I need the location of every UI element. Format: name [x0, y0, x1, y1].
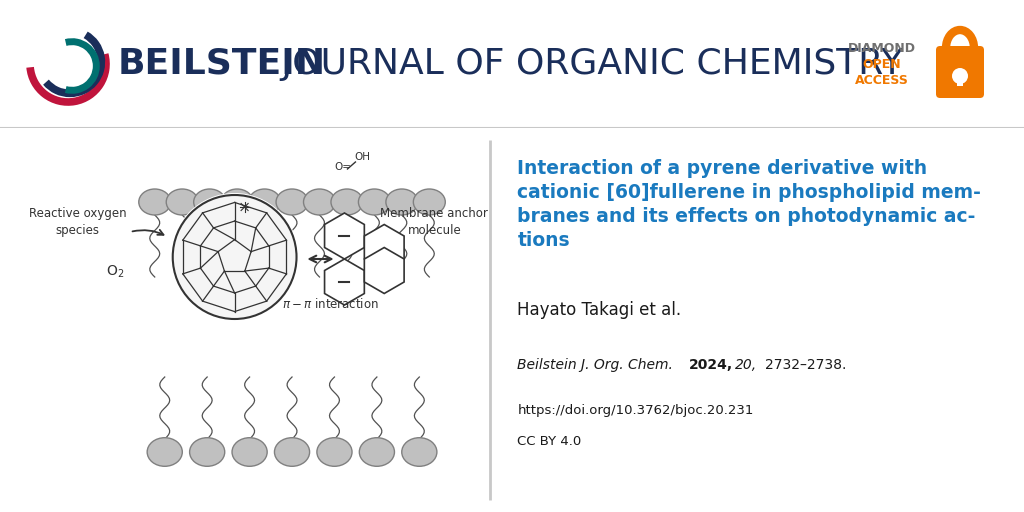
Polygon shape	[365, 247, 404, 293]
Text: 20,: 20,	[735, 358, 758, 372]
Text: 2732–2738.: 2732–2738.	[765, 358, 847, 372]
Ellipse shape	[147, 438, 182, 466]
Circle shape	[171, 193, 299, 321]
Polygon shape	[325, 259, 365, 305]
Text: Beilstein J. Org. Chem.: Beilstein J. Org. Chem.	[517, 358, 673, 372]
Text: CC BY 4.0: CC BY 4.0	[517, 435, 582, 448]
Ellipse shape	[139, 189, 171, 215]
Ellipse shape	[232, 438, 267, 466]
FancyBboxPatch shape	[936, 46, 984, 98]
Polygon shape	[325, 213, 365, 259]
Ellipse shape	[221, 189, 253, 215]
Ellipse shape	[401, 438, 437, 466]
Ellipse shape	[414, 189, 445, 215]
Ellipse shape	[166, 189, 199, 215]
Circle shape	[952, 68, 968, 84]
Ellipse shape	[386, 189, 418, 215]
Text: O$_2$: O$_2$	[105, 264, 124, 280]
Ellipse shape	[189, 438, 224, 466]
Circle shape	[173, 195, 297, 319]
Text: O=: O=	[335, 162, 351, 172]
Text: https://doi.org/10.3762/bjoc.20.231: https://doi.org/10.3762/bjoc.20.231	[517, 404, 754, 417]
Ellipse shape	[359, 438, 394, 466]
Text: Interaction of a pyrene derivative with
cationic [60]fullerene in phospholipid m: Interaction of a pyrene derivative with …	[517, 159, 981, 250]
Text: ACCESS: ACCESS	[855, 74, 909, 87]
Polygon shape	[365, 224, 404, 270]
Ellipse shape	[316, 438, 352, 466]
Text: $\pi-\pi$ interaction: $\pi-\pi$ interaction	[282, 297, 379, 311]
Bar	[957, 76, 963, 86]
Ellipse shape	[249, 189, 281, 215]
Ellipse shape	[303, 189, 336, 215]
Text: BEILSTEIN: BEILSTEIN	[118, 47, 326, 81]
Text: Hayato Takagi et al.: Hayato Takagi et al.	[517, 301, 682, 319]
Ellipse shape	[276, 189, 308, 215]
Text: 2024,: 2024,	[689, 358, 733, 372]
Text: DIAMOND: DIAMOND	[848, 41, 916, 54]
Text: OPEN: OPEN	[862, 57, 901, 71]
Ellipse shape	[358, 189, 390, 215]
Ellipse shape	[194, 189, 225, 215]
Text: OH: OH	[354, 152, 371, 162]
Text: Reactive oxygen
species: Reactive oxygen species	[29, 207, 127, 237]
Ellipse shape	[331, 189, 362, 215]
Text: Membrane anchor
molecule: Membrane anchor molecule	[380, 207, 488, 237]
Ellipse shape	[274, 438, 309, 466]
Text: JOURNAL OF ORGANIC CHEMISTRY: JOURNAL OF ORGANIC CHEMISTRY	[270, 47, 903, 81]
